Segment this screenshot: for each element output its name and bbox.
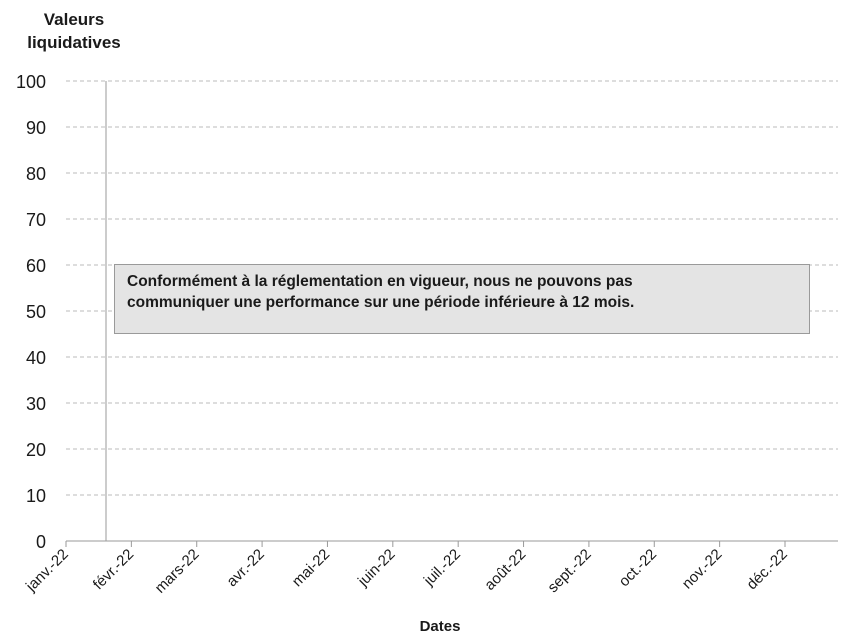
y-tick-label: 80 bbox=[26, 164, 46, 184]
x-tick-label: oct.-22 bbox=[616, 546, 660, 590]
y-tick-label: 0 bbox=[36, 532, 46, 552]
y-axis-title-line-2: liquidatives bbox=[27, 33, 121, 52]
y-axis-title-line-1: Valeurs bbox=[43, 10, 105, 29]
x-tick-label: nov.-22 bbox=[679, 546, 726, 593]
x-tick-label: août-22 bbox=[481, 546, 529, 594]
x-tick-label: sept.-22 bbox=[544, 546, 594, 596]
x-tick-label: janv.-22 bbox=[22, 546, 72, 596]
y-tick-label: 20 bbox=[26, 440, 46, 460]
y-tick-label: 40 bbox=[26, 348, 46, 368]
regulatory-notice-box: Conformément à la réglementation en vigu… bbox=[114, 264, 810, 334]
y-tick-labels: 0 10 20 30 40 50 60 70 80 90 100 bbox=[16, 72, 46, 552]
x-tick-label: déc.-22 bbox=[743, 546, 790, 593]
y-tick-label: 60 bbox=[26, 256, 46, 276]
x-tick-label: févr.-22 bbox=[90, 546, 137, 593]
y-tick-label: 70 bbox=[26, 210, 46, 230]
y-tick-label: 10 bbox=[26, 486, 46, 506]
x-axis-title: Dates bbox=[419, 618, 461, 635]
y-tick-label: 100 bbox=[16, 72, 46, 92]
x-tick-label: juin-22 bbox=[354, 546, 399, 591]
notice-line-1: Conformément à la réglementation en vigu… bbox=[127, 273, 633, 290]
x-tick-label: avr.-22 bbox=[223, 546, 267, 590]
x-tick-label: mai-22 bbox=[289, 546, 333, 590]
x-tick-labels: janv.-22 févr.-22 mars-22 avr.-22 mai-22 juin… bbox=[22, 546, 791, 597]
chart-axes bbox=[65, 81, 838, 547]
x-tick-label: mars-22 bbox=[152, 546, 203, 597]
y-axis-title: Valeurs liquidatives bbox=[4, 8, 144, 54]
y-tick-label: 90 bbox=[26, 118, 46, 138]
x-tick-label: juil.-22 bbox=[420, 546, 464, 590]
notice-line-2: communiquer une performance sur une péri… bbox=[127, 294, 635, 311]
y-tick-label: 30 bbox=[26, 394, 46, 414]
y-tick-label: 50 bbox=[26, 302, 46, 322]
